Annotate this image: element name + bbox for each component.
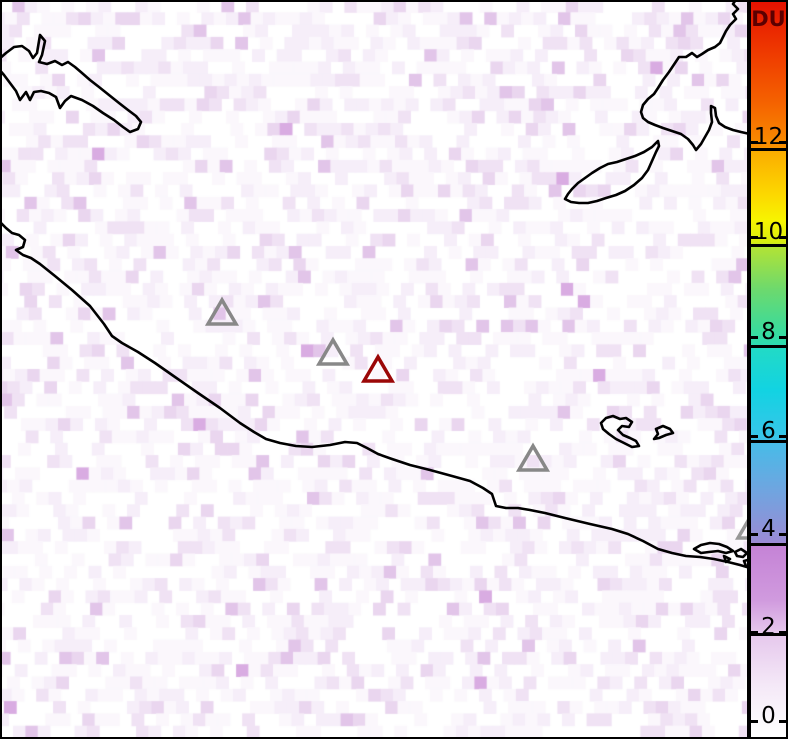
colorbar-gradient bbox=[751, 2, 786, 737]
colorbar-tick-mark bbox=[779, 236, 786, 239]
volcano-marker-inactive bbox=[204, 296, 240, 326]
colorbar-tick-mark bbox=[751, 435, 758, 438]
volcano-marker-inactive bbox=[315, 336, 351, 366]
map-vector-layer bbox=[0, 0, 749, 570]
colorbar-tick-mark bbox=[779, 141, 786, 144]
colorbar-tick-mark bbox=[751, 336, 758, 339]
colorbar-tick-mark bbox=[779, 435, 786, 438]
colorbar-boundary-line bbox=[751, 543, 786, 546]
coastline-mid-island-2 bbox=[652, 424, 675, 441]
colorbar-tick-mark bbox=[751, 720, 758, 723]
colorbar-tick-label: 2 bbox=[761, 614, 776, 640]
colorbar-boundary-line bbox=[751, 345, 786, 348]
colorbar: 12 10 8 6 4 2 0 DU bbox=[749, 0, 788, 739]
volcano-marker-inactive bbox=[515, 442, 551, 472]
volcano-marker-layer bbox=[204, 296, 749, 540]
colorbar-unit-label: DU bbox=[751, 7, 786, 31]
volcano-marker-active bbox=[360, 353, 396, 383]
colorbar-tick-label: 6 bbox=[761, 418, 776, 444]
colorbar-boundary-line bbox=[751, 633, 786, 636]
colorbar-tick-label: 12 bbox=[753, 124, 784, 150]
colorbar-tick-label: 4 bbox=[761, 516, 776, 542]
colorbar-tick-label: 0 bbox=[761, 703, 776, 729]
coastline-southeast-island-1 bbox=[692, 541, 735, 555]
volcano-marker-inactive bbox=[734, 515, 749, 540]
colorbar-tick-mark bbox=[751, 141, 758, 144]
coastline-main-pacific bbox=[0, 220, 749, 570]
coastline-mid-island-1 bbox=[599, 414, 641, 449]
colorbar-tick-mark bbox=[779, 336, 786, 339]
coastline-southeast-island-3 bbox=[742, 558, 749, 569]
colorbar-tick-mark bbox=[779, 720, 786, 723]
coastline-lake-northwest bbox=[0, 33, 143, 134]
colorbar-tick-label: 10 bbox=[753, 219, 784, 245]
colorbar-boundary-line bbox=[751, 148, 786, 151]
colorbar-inner: 12 10 8 6 4 2 0 DU bbox=[751, 2, 786, 737]
coastline-northeast-mainland bbox=[639, 0, 749, 152]
coastline-southeast-island-2 bbox=[733, 547, 749, 559]
so2-pixel-field bbox=[0, 0, 749, 739]
colorbar-tick-label: 8 bbox=[761, 319, 776, 345]
colorbar-boundary-line bbox=[751, 244, 786, 247]
colorbar-boundary-line bbox=[751, 440, 786, 443]
colorbar-tick-mark bbox=[751, 236, 758, 239]
colorbar-tick-mark bbox=[779, 533, 786, 536]
colorbar-tick-mark bbox=[751, 631, 758, 634]
colorbar-tick-mark bbox=[779, 631, 786, 634]
colorbar-tick-mark bbox=[751, 533, 758, 536]
coastline-northeast-island bbox=[563, 139, 661, 205]
coastline-southeast-island-4 bbox=[722, 554, 732, 564]
